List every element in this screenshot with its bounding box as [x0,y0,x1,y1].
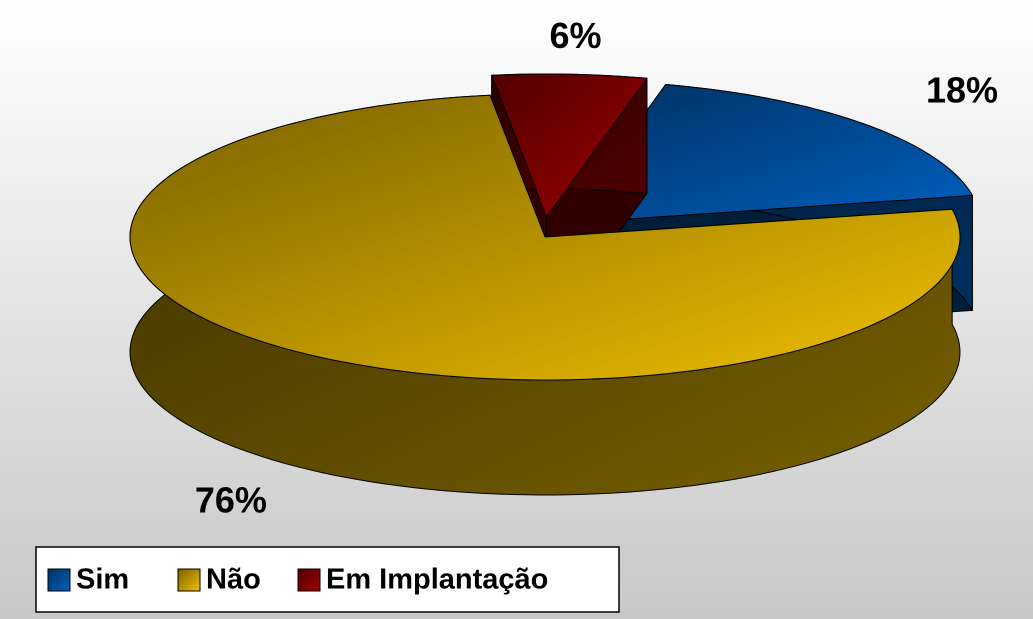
legend-swatch [177,568,201,592]
legend: Sim Não Em Implantação [47,564,548,596]
data-label: 18% [926,70,998,111]
data-label: 76% [195,480,267,521]
legend-swatch [297,568,321,592]
data-labels: 18% 6% 76% [195,15,998,521]
slice-top [564,84,973,224]
data-label: 6% [549,15,601,56]
pie [129,73,973,496]
slice-top [129,94,961,381]
legend-label: Sim [76,564,129,596]
slice-top [491,73,648,218]
legend-label: Em Implantação [326,564,548,596]
legend-swatch [47,568,71,592]
legend-label: Não [206,564,261,596]
legend-box [35,546,620,613]
slice [129,94,961,496]
